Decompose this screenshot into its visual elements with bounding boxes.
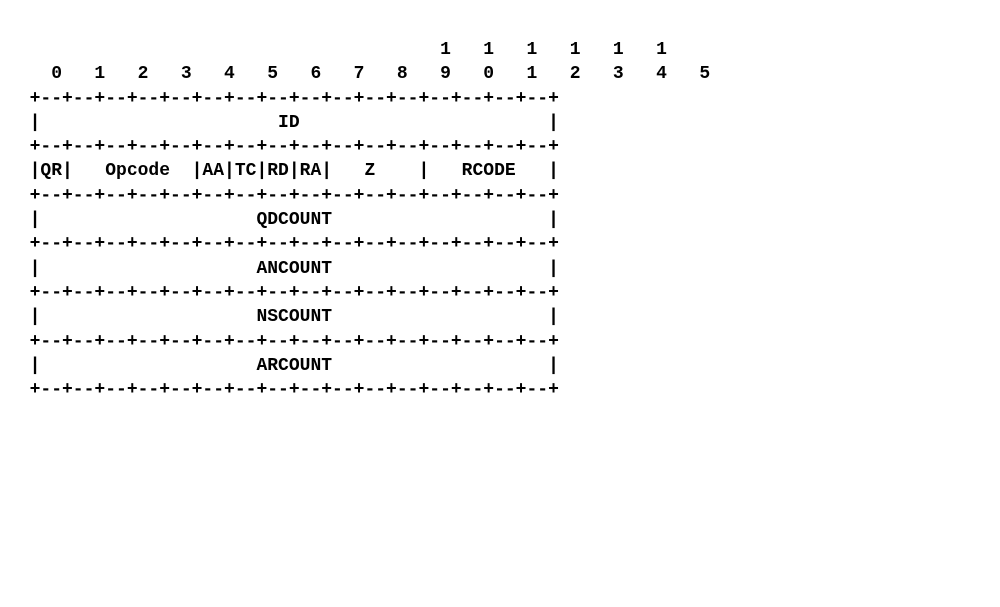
separator: +--+--+--+--+--+--+--+--+--+--+--+--+--+… <box>8 283 559 303</box>
bit-ruler-top: 1 1 1 1 1 1 <box>8 40 667 60</box>
qdcount-row: | QDCOUNT | <box>8 210 559 230</box>
nscount-row: | NSCOUNT | <box>8 307 559 327</box>
ancount-row: | ANCOUNT | <box>8 259 559 279</box>
flags-row: |QR| Opcode |AA|TC|RD|RA| Z | RCODE | <box>8 161 559 181</box>
separator: +--+--+--+--+--+--+--+--+--+--+--+--+--+… <box>8 186 559 206</box>
arcount-row: | ARCOUNT | <box>8 356 559 376</box>
separator: +--+--+--+--+--+--+--+--+--+--+--+--+--+… <box>8 234 559 254</box>
separator: +--+--+--+--+--+--+--+--+--+--+--+--+--+… <box>8 137 559 157</box>
separator: +--+--+--+--+--+--+--+--+--+--+--+--+--+… <box>8 89 559 109</box>
id-row: | ID | <box>8 113 559 133</box>
dns-header-diagram: 1 1 1 1 1 1 0 1 2 3 4 5 6 7 8 9 0 1 2 3 … <box>0 18 1000 422</box>
bit-ruler-bottom: 0 1 2 3 4 5 6 7 8 9 0 1 2 3 4 5 <box>8 64 710 84</box>
separator: +--+--+--+--+--+--+--+--+--+--+--+--+--+… <box>8 332 559 352</box>
separator: +--+--+--+--+--+--+--+--+--+--+--+--+--+… <box>8 380 559 400</box>
